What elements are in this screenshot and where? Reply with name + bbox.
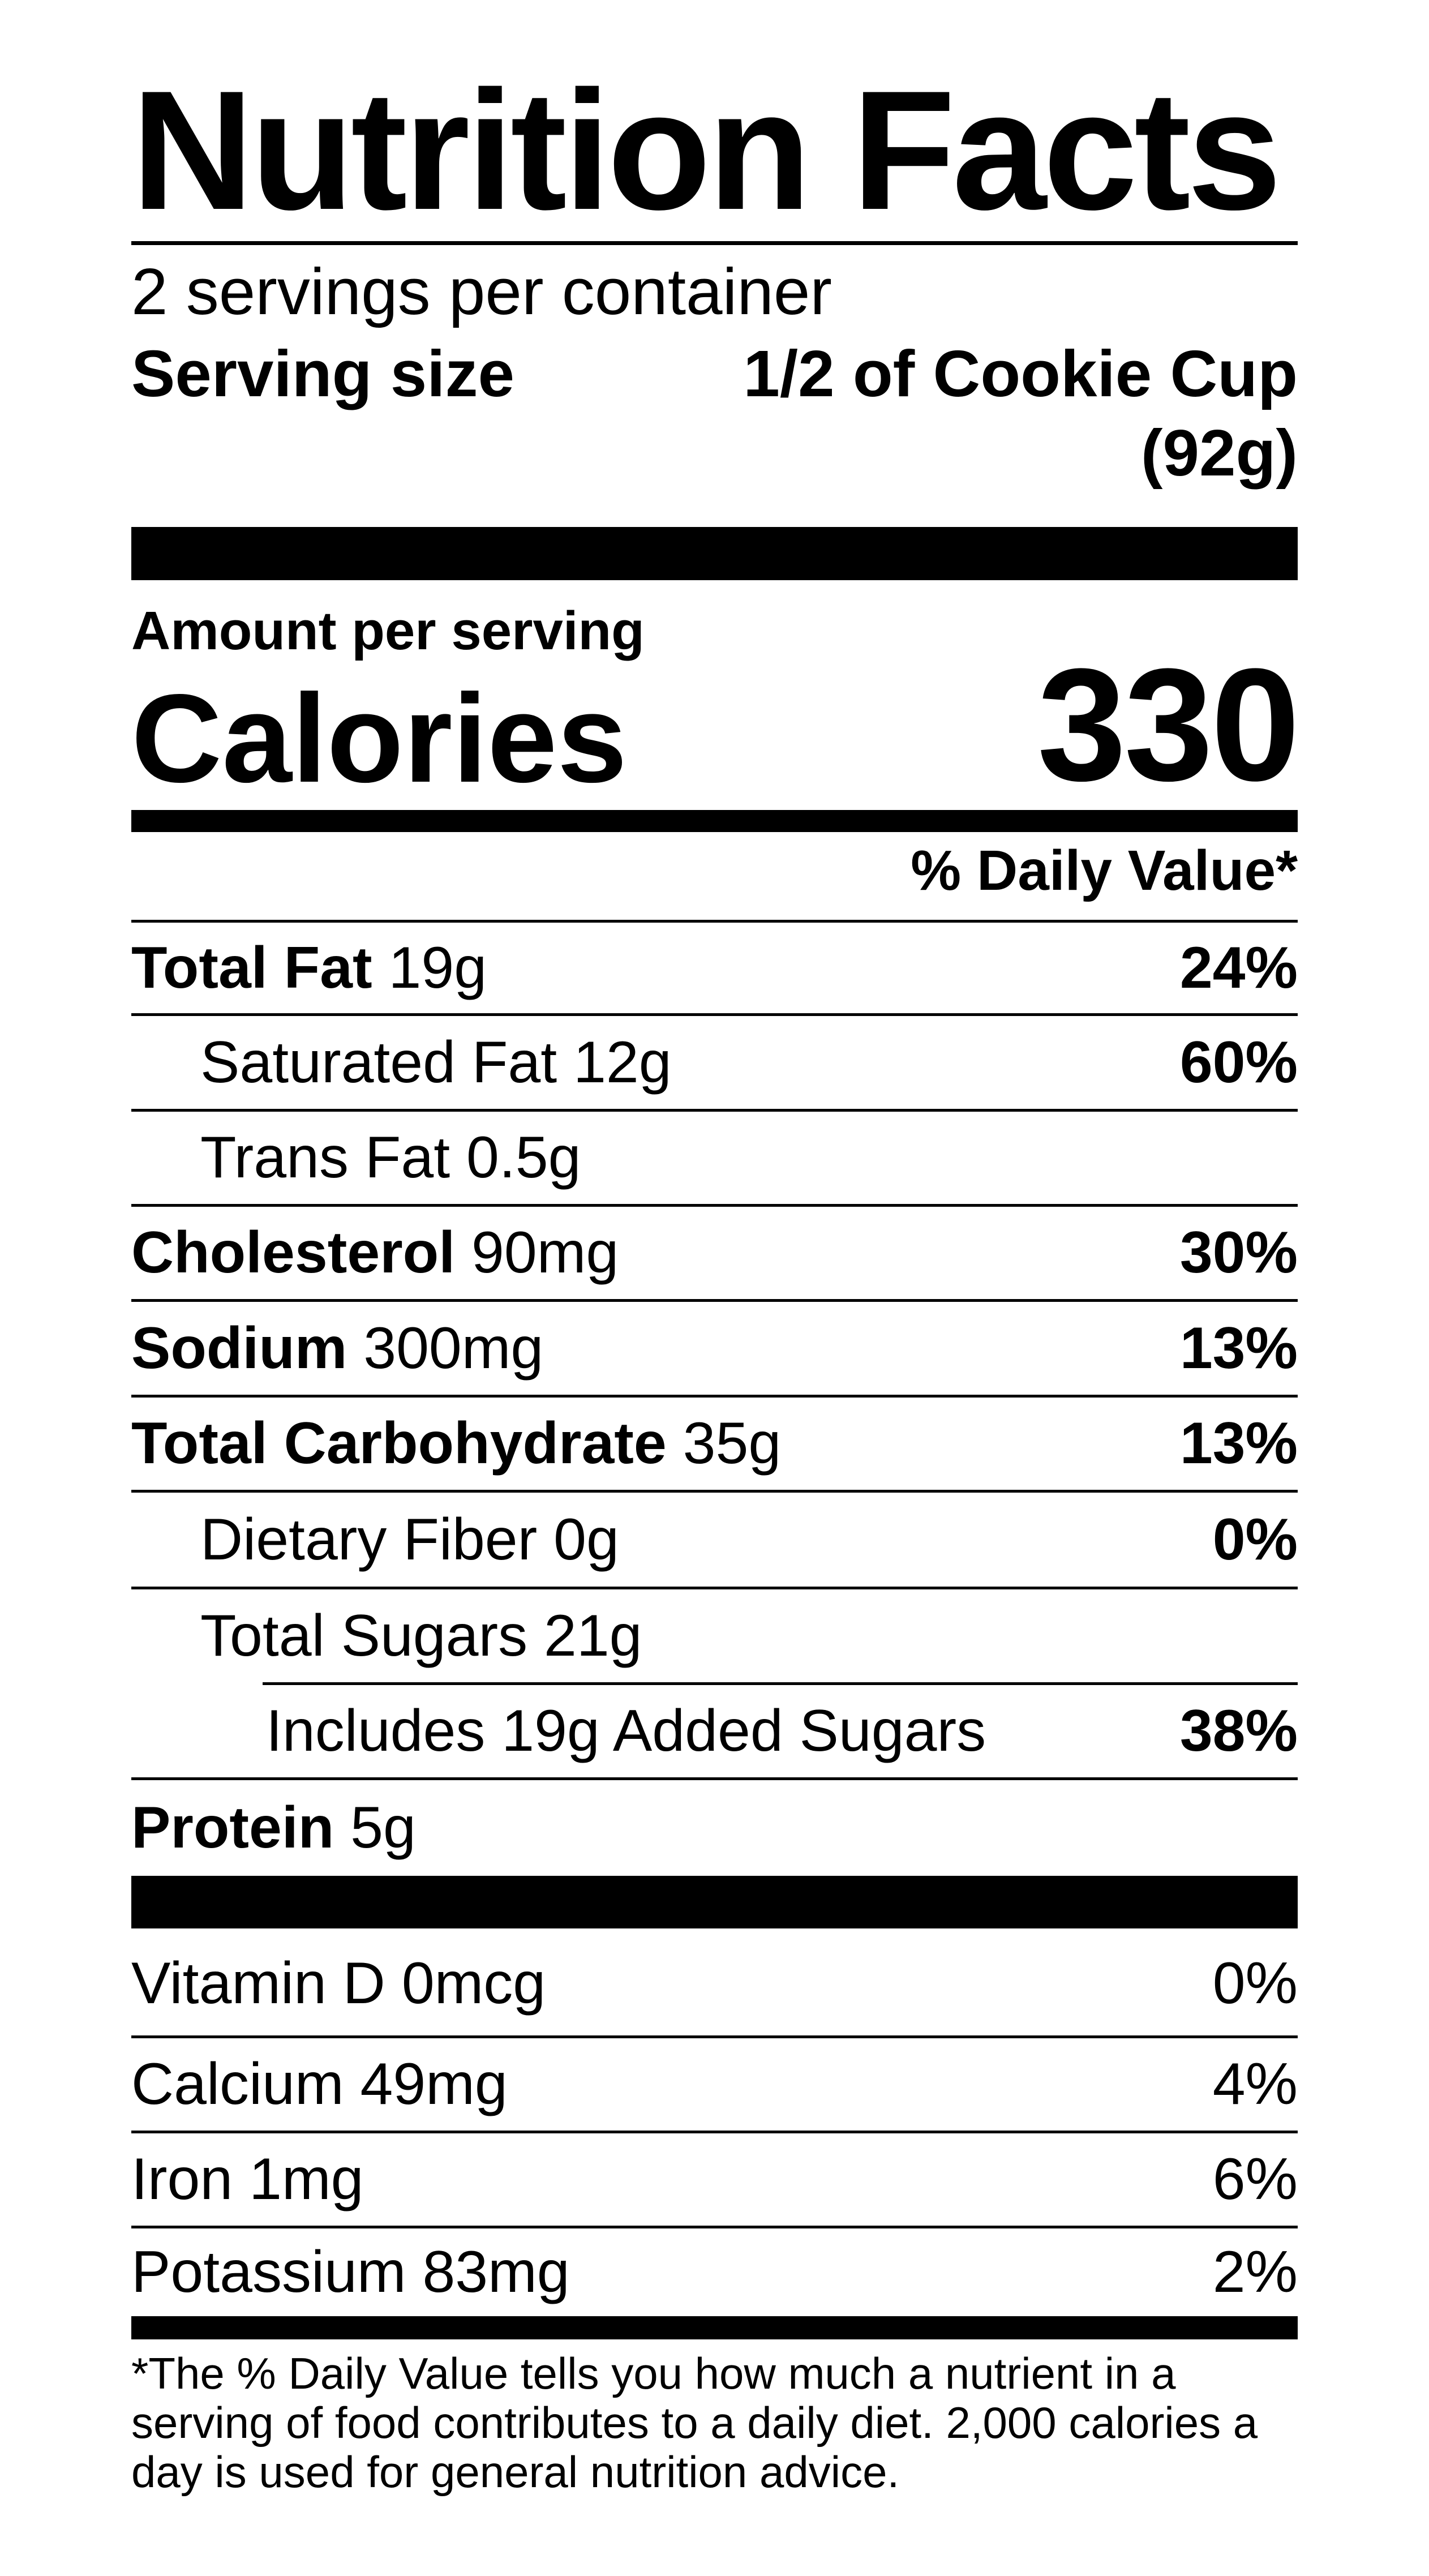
medium-divider [131, 2316, 1298, 2339]
nutrient-row: Total Fat 19g 24% [131, 923, 1298, 1013]
thick-divider [131, 527, 1298, 580]
serving-size-weight: (92g) [1140, 416, 1298, 490]
nutrient-row: Total Sugars 21g [200, 1589, 1298, 1682]
vitamin-daily-value: 2% [1212, 2239, 1298, 2305]
row-divider [131, 2131, 1298, 2133]
nutrient-row: Sodium 300mg 13% [131, 1302, 1298, 1395]
vitamin-name: Iron [131, 2146, 233, 2212]
row-divider [263, 1682, 1298, 1685]
row-divider [131, 1395, 1298, 1398]
row-divider [131, 1109, 1298, 1112]
vitamin-label: Iron 1mg [131, 2146, 363, 2213]
nutrient-amount: 19g [388, 935, 487, 1001]
nutrient-amount: 0g [553, 1506, 619, 1572]
calories-row: Calories 330 [131, 645, 1300, 809]
vitamin-daily-value: 0% [1212, 1950, 1298, 2016]
vitamin-row: Potassium 83mg 2% [131, 2228, 1298, 2316]
row-divider [131, 1490, 1298, 1493]
nutrient-name: Total Fat [131, 935, 372, 1001]
nutrient-label: Protein 5g [131, 1794, 416, 1862]
row-divider [131, 2035, 1298, 2038]
nutrient-label: Saturated Fat 12g [200, 1029, 672, 1096]
amount-per-serving: Amount per serving [131, 601, 645, 661]
nutrient-name: Trans Fat [200, 1125, 450, 1190]
nutrient-daily-value: 24% [1179, 935, 1298, 1001]
nutrient-label: Sodium 300mg [131, 1315, 543, 1382]
nutrient-daily-value: 60% [1179, 1029, 1298, 1095]
nutrient-amount: 0.5g [466, 1125, 581, 1190]
nutrient-row: Includes 19g Added Sugars 38% [266, 1685, 1298, 1777]
label-title: Nutrition Facts [131, 55, 1282, 245]
serving-size-value: 1/2 of Cookie Cup (92g) [562, 334, 1298, 492]
nutrient-name: Protein [131, 1795, 334, 1861]
nutrient-name: Dietary Fiber [200, 1506, 538, 1572]
vitamin-label: Potassium 83mg [131, 2239, 570, 2306]
vitamin-row: Calcium 49mg 4% [131, 2038, 1298, 2131]
calories-label: Calories [131, 668, 628, 809]
nutrient-label: Total Fat 19g [131, 935, 487, 1002]
row-divider [131, 1587, 1298, 1589]
nutrient-row: Cholesterol 90mg 30% [131, 1207, 1298, 1299]
nutrient-amount: 21g [544, 1602, 642, 1669]
nutrient-name: Total Sugars [200, 1602, 528, 1669]
nutrient-daily-value: 13% [1179, 1315, 1298, 1381]
nutrient-daily-value: 0% [1212, 1506, 1298, 1572]
vitamin-amount: 49mg [360, 2051, 508, 2117]
nutrient-daily-value: 30% [1179, 1220, 1298, 1285]
vitamin-name: Vitamin D [131, 1950, 385, 2016]
divider [131, 241, 1298, 245]
nutrient-label: Total Carbohydrate 35g [131, 1410, 781, 1477]
nutrient-row: Protein 5g [131, 1780, 1298, 1876]
vitamin-row: Iron 1mg 6% [131, 2133, 1298, 2226]
vitamin-label: Vitamin D 0mcg [131, 1950, 546, 2017]
nutrient-daily-value: 38% [1179, 1698, 1298, 1764]
nutrient-daily-value: 13% [1179, 1411, 1298, 1476]
row-divider [131, 1777, 1298, 1780]
vitamin-amount: 83mg [422, 2239, 570, 2305]
nutrient-name: Cholesterol [131, 1220, 456, 1285]
nutrient-name: Includes 19g Added Sugars [266, 1698, 986, 1764]
nutrient-label: Trans Fat 0.5g [200, 1124, 581, 1191]
vitamin-name: Potassium [131, 2239, 406, 2305]
servings-per-container: 2 servings per container [131, 255, 832, 328]
nutrient-amount: 300mg [363, 1315, 544, 1381]
nutrient-amount: 12g [573, 1029, 672, 1095]
nutrient-label: Includes 19g Added Sugars [266, 1698, 986, 1765]
nutrient-amount: 35g [683, 1411, 782, 1476]
nutrient-row: Total Carbohydrate 35g 13% [131, 1398, 1298, 1490]
nutrient-amount: 90mg [471, 1220, 619, 1285]
nutrient-row: Dietary Fiber 0g 0% [200, 1493, 1298, 1587]
nutrient-name: Sodium [131, 1315, 347, 1381]
row-divider [131, 1204, 1298, 1207]
nutrient-row: Saturated Fat 12g 60% [200, 1016, 1298, 1109]
nutrient-amount: 5g [350, 1795, 416, 1861]
nutrient-name: Total Carbohydrate [131, 1411, 667, 1476]
nutrient-label: Cholesterol 90mg [131, 1219, 619, 1287]
row-divider [131, 2226, 1298, 2228]
vitamin-amount: 0mcg [401, 1950, 546, 2016]
medium-divider [131, 810, 1298, 832]
footnote: *The % Daily Value tells you how much a … [131, 2348, 1258, 2497]
vitamin-amount: 1mg [249, 2146, 364, 2212]
nutrient-label: Total Sugars 21g [200, 1602, 642, 1670]
nutrient-label: Dietary Fiber 0g [200, 1506, 619, 1574]
nutrient-name: Saturated Fat [200, 1029, 557, 1095]
serving-size: Serving size 1/2 of Cookie Cup (92g) [131, 334, 1298, 492]
vitamin-label: Calcium 49mg [131, 2051, 508, 2118]
row-divider [131, 1299, 1298, 1302]
serving-size-amount: 1/2 of Cookie Cup [743, 337, 1298, 410]
serving-size-label: Serving size [131, 337, 514, 410]
vitamin-daily-value: 4% [1212, 2051, 1298, 2117]
thick-divider [131, 1876, 1298, 1928]
row-divider [131, 920, 1298, 923]
daily-value-header: % Daily Value* [911, 839, 1298, 902]
row-divider [131, 1013, 1298, 1016]
vitamin-row: Vitamin D 0mcg 0% [131, 1931, 1298, 2035]
vitamin-name: Calcium [131, 2051, 344, 2117]
nutrient-row: Trans Fat 0.5g [200, 1112, 1298, 1204]
vitamin-daily-value: 6% [1212, 2146, 1298, 2212]
calories-value: 330 [1037, 635, 1300, 814]
